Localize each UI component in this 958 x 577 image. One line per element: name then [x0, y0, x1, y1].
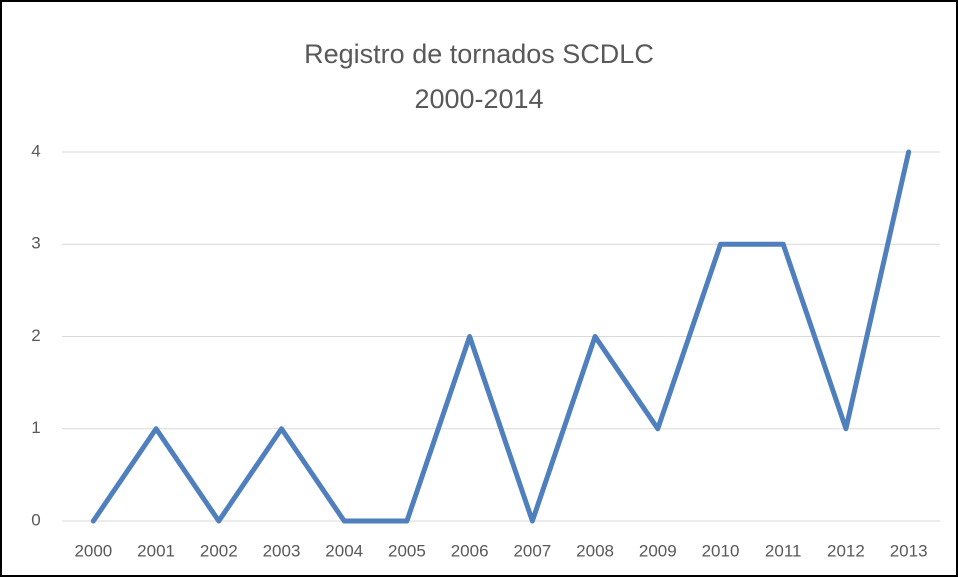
x-tick-label: 2005	[388, 541, 426, 560]
x-tick-label: 2010	[702, 541, 740, 560]
x-tick-label: 2011	[765, 541, 802, 560]
y-tick-label: 3	[31, 234, 40, 253]
y-tick-label: 1	[31, 418, 40, 437]
x-tick-label: 2001	[137, 541, 175, 560]
x-tick-label: 2004	[325, 541, 363, 560]
chart-title: Registro de tornados SCDLC	[304, 39, 654, 69]
x-tick-label: 2002	[200, 541, 238, 560]
x-tick-label: 2000	[74, 541, 112, 560]
chart-subtitle: 2000-2014	[414, 84, 543, 114]
y-tick-label: 4	[31, 141, 40, 160]
data-line	[90, 149, 912, 524]
y-tick-label: 2	[31, 326, 40, 345]
x-tick-label: 2006	[451, 541, 489, 560]
x-tick-label: 2009	[639, 541, 677, 560]
x-tick-label: 2012	[827, 541, 865, 560]
x-tick-label: 2007	[513, 541, 551, 560]
x-tick-label: 2013	[890, 541, 928, 560]
y-tick-label: 0	[31, 510, 40, 529]
x-tick-label: 2003	[263, 541, 301, 560]
x-tick-label: 2008	[576, 541, 614, 560]
